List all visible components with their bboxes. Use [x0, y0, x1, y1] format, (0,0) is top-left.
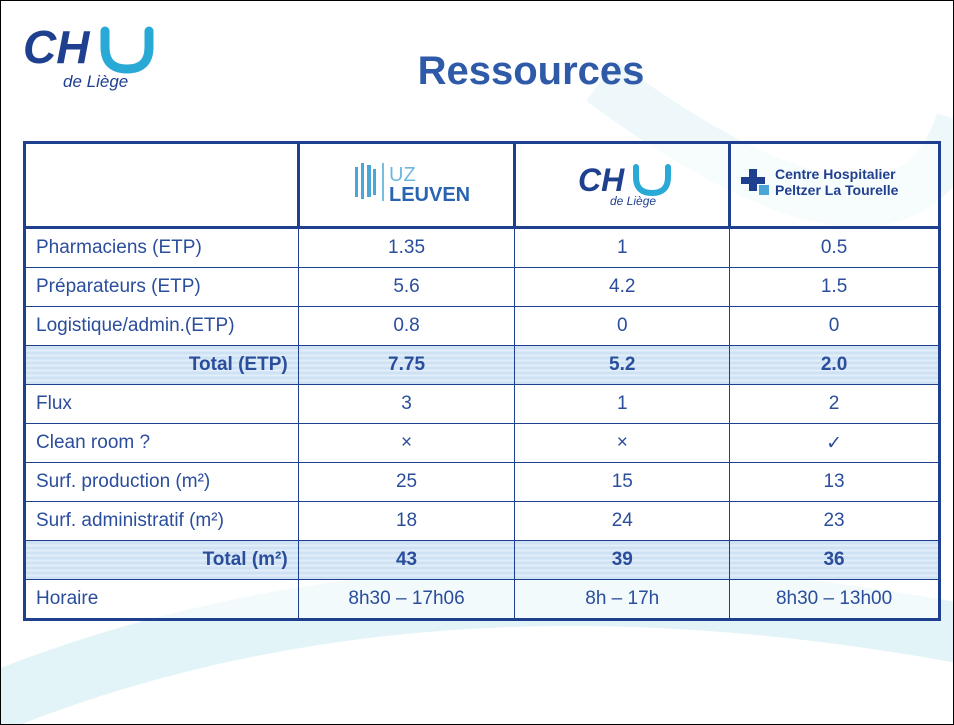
cell: 13: [729, 462, 940, 502]
logo-subtitle: de Liège: [63, 72, 128, 91]
peltzer-line: Centre Hospitalier: [775, 166, 896, 182]
row: Pharmaciens (ETP) 1.35 1 0.5: [24, 227, 940, 268]
row: Surf. production (m²) 25 15 13: [24, 462, 940, 502]
cell: 36: [729, 540, 940, 580]
peltzer-logo: Centre Hospitalier Peltzer La Tourelle: [740, 166, 899, 198]
row-label: Total (m²): [24, 540, 299, 580]
row: Préparateurs (ETP) 5.6 4.2 1.5: [24, 267, 940, 307]
cell: 8h30 – 17h06: [297, 579, 516, 620]
uz-line: UZ: [389, 164, 416, 186]
header-cell: CH de Liège: [513, 141, 732, 229]
cell: 0.8: [297, 306, 516, 346]
row: Flux 3 1 2: [24, 384, 940, 424]
row-label: Surf. administratif (m²): [24, 501, 299, 541]
chu-name: CH: [578, 162, 625, 198]
row-label: Logistique/admin.(ETP): [24, 306, 299, 346]
logo-u: [100, 26, 154, 74]
cell: 25: [297, 462, 516, 502]
cell: 23: [729, 501, 940, 541]
cell: 7.75: [297, 345, 516, 385]
cell: 2: [729, 384, 940, 424]
row-label: Total (ETP): [24, 345, 299, 385]
row-label: Flux: [24, 384, 299, 424]
total-row: Total (m²) 43 39 36: [24, 540, 940, 580]
cell: 43: [297, 540, 516, 580]
row: Surf. administratif (m²) 18 24 23: [24, 501, 940, 541]
title: Ressources: [417, 49, 645, 93]
cell: ×: [297, 423, 516, 463]
cell: 1: [514, 227, 731, 268]
cell: 15: [514, 462, 731, 502]
row: Logistique/admin.(ETP) 0.8 0 0: [24, 306, 940, 346]
cell: 5.2: [514, 345, 731, 385]
cell: 18: [297, 501, 516, 541]
cell: 2.0: [729, 345, 940, 385]
cell: 5.6: [297, 267, 516, 307]
peltzer-line: Peltzer La Tourelle: [775, 182, 899, 198]
cell: ×: [514, 423, 731, 463]
cell: 4.2: [514, 267, 731, 307]
cell: ✓: [729, 423, 940, 463]
uz-logo: UZ LEUVEN: [354, 163, 470, 206]
chu-u: [633, 164, 672, 197]
cell: 3: [297, 384, 516, 424]
row-label: Pharmaciens (ETP): [24, 227, 299, 268]
row-label: Surf. production (m²): [24, 462, 299, 502]
total-row: Total (ETP) 7.75 5.2 2.0: [24, 345, 940, 385]
cell: 8h – 17h: [514, 579, 731, 620]
header-cell: Centre Hospitalier Peltzer La Tourelle: [728, 141, 941, 229]
cell: 39: [514, 540, 731, 580]
logo: CH de Liège: [23, 21, 154, 91]
cell: 1.35: [297, 227, 516, 268]
cell: 1: [514, 384, 731, 424]
row: Horaire 8h30 – 17h06 8h – 17h 8h30 – 13h00: [24, 579, 940, 620]
header-row: UZ LEUVEN CH de Liège Centre Hosp: [23, 141, 941, 229]
row: Clean room ? × × ✓: [24, 423, 940, 463]
row-label: Préparateurs (ETP): [24, 267, 299, 307]
header-cell: UZ LEUVEN: [296, 141, 517, 229]
cell: 0.5: [729, 227, 940, 268]
cell: 1.5: [729, 267, 940, 307]
row-label: Horaire: [24, 579, 299, 620]
cell: 24: [514, 501, 731, 541]
logo-name: CH: [23, 21, 90, 73]
resources-table: UZ LEUVEN CH de Liège Centre Hosp: [23, 141, 941, 621]
cell: 8h30 – 13h00: [729, 579, 940, 620]
cell: 0: [729, 306, 940, 346]
chu-logo: CH de Liège: [578, 162, 672, 208]
row-label: Clean room ?: [24, 423, 299, 463]
uz-line: LEUVEN: [389, 184, 470, 206]
header-cell: [23, 141, 300, 229]
cell: 0: [514, 306, 731, 346]
chu-subtitle: de Liège: [610, 194, 656, 208]
